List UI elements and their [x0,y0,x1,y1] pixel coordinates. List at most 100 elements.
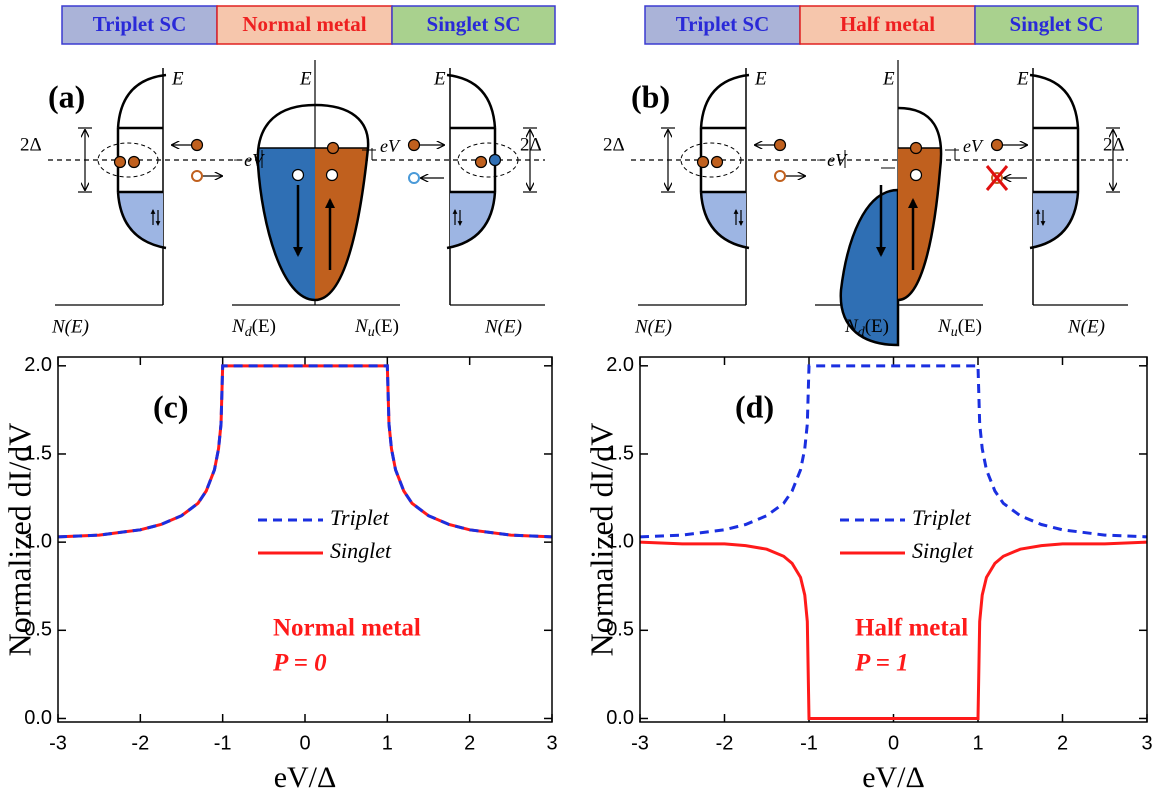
particle [325,168,339,182]
diagram-label: E [754,68,767,89]
diagram: Triplet SC Half metal Singlet SC(b) EN(E)2Δ… [603,5,1139,347]
diagram-shape [256,103,370,302]
y-tick-label: 0.5 [606,619,634,641]
particle [773,138,787,152]
diagram-shape [701,192,746,248]
particle [291,168,305,182]
diagram-label: N(E) [484,316,522,337]
diagram-shape [898,148,942,300]
diagram-label: N(E) [1067,316,1105,337]
dos-label: Nd(E) [844,316,889,340]
legend-label: Triplet [912,505,972,530]
legend-label: Singlet [912,538,974,563]
diagram-label: E [171,68,184,89]
diagram: Triplet SC Normal metal Singlet SC(a) EN(E)… [20,5,556,340]
dos-label: Nu(E) [354,316,399,340]
pair-ellipse [97,142,159,178]
material-label: Singlet SC [1010,12,1104,36]
dos-argument: (E) [958,316,982,337]
particle [326,141,340,155]
panel-label: (a) [48,78,85,114]
material-box [799,5,976,45]
particle [710,155,724,169]
x-tick-label: 0 [299,732,310,754]
diagram-shape [1029,73,1080,129]
material-label: Triplet SC [93,12,187,36]
annotation: P = 1 [854,650,909,677]
material-label: Triplet SC [676,12,770,36]
diagram-label: E [433,68,446,89]
chart: 0.0 0.5 1.0 1.5 2.0 -3 -2 -1 0 1 2 3 eV/Δ Normalized … [583,354,1152,794]
dos-label: Nu(E) [937,316,982,340]
data-line [57,364,553,539]
y-tick-label: 1.0 [606,530,634,552]
diagram-shape [1033,192,1078,248]
dos-label: Nd(E) [231,316,276,340]
x-tick-label: -3 [631,732,649,754]
diagram-shape [116,73,167,129]
particle [190,138,204,152]
particle [909,168,923,182]
x-tick-label: 0 [888,732,899,754]
y-tick-label: 2.0 [24,354,52,376]
data-line [639,540,1148,720]
diagram-label: N(E) [634,316,672,337]
x-axis-label: eV/Δ [274,761,337,794]
material-label: Normal metal [242,12,366,36]
legend-label: Singlet [330,538,392,563]
diagram-label: 2Δ [1103,134,1125,155]
dos-subscript: d [245,325,253,340]
panel-label: (d) [735,388,774,424]
x-tick-label: -3 [49,732,67,754]
y-axis-label: Normalized dI/dV [1,423,37,657]
dos-subscript: u [951,325,958,340]
diagram-shape [116,191,167,250]
x-tick-label: 2 [1057,732,1068,754]
diagram-label: E [1016,68,1029,89]
annotation: Normal metal [273,615,421,642]
diagram-shape [897,106,943,302]
diagram-line [985,165,1009,191]
diagram-shape [699,73,750,129]
diagram-label: E [299,68,312,89]
hole [774,170,786,182]
panel-label: (b) [631,78,670,114]
dos-argument: (E) [865,316,889,337]
particle [474,155,488,169]
x-tick-label: 2 [464,732,475,754]
particle [488,153,502,167]
diagram-label: eV [380,136,401,156]
diagram-shape [315,148,368,300]
data-line [639,364,1148,539]
diagram-label: −eV [232,150,265,170]
particle [909,141,923,155]
x-tick-label: -1 [214,732,232,754]
dos-subscript: d [858,325,866,340]
diagram-shape [699,191,750,250]
dos-symbol: N [844,316,859,337]
particle [113,155,127,169]
diagram-label: 2Δ [20,134,42,155]
diagram-label: 2Δ [520,134,542,155]
diagram-label: 2Δ [603,134,625,155]
material-box [974,5,1139,45]
diagram-shape [450,192,495,248]
pair-ellipse [680,142,742,178]
diagram-shape [118,192,163,248]
annotation: Half metal [855,615,968,642]
diagram-label: N(E) [51,316,89,337]
dos-symbol: N [354,316,369,337]
diagram-shape [446,73,497,129]
x-tick-label: -2 [716,732,734,754]
dos-argument: (E) [252,316,276,337]
y-tick-label: 2.0 [606,354,634,376]
y-tick-label: 1.0 [24,530,52,552]
y-tick-label: 1.5 [24,442,52,464]
x-axis-label: eV/Δ [862,761,925,794]
particle [407,138,421,152]
pair-ellipse [457,142,519,178]
dos-subscript: u [368,325,375,340]
diagram-shape [1029,191,1080,250]
dos-symbol: N [937,316,952,337]
hole [191,170,203,182]
